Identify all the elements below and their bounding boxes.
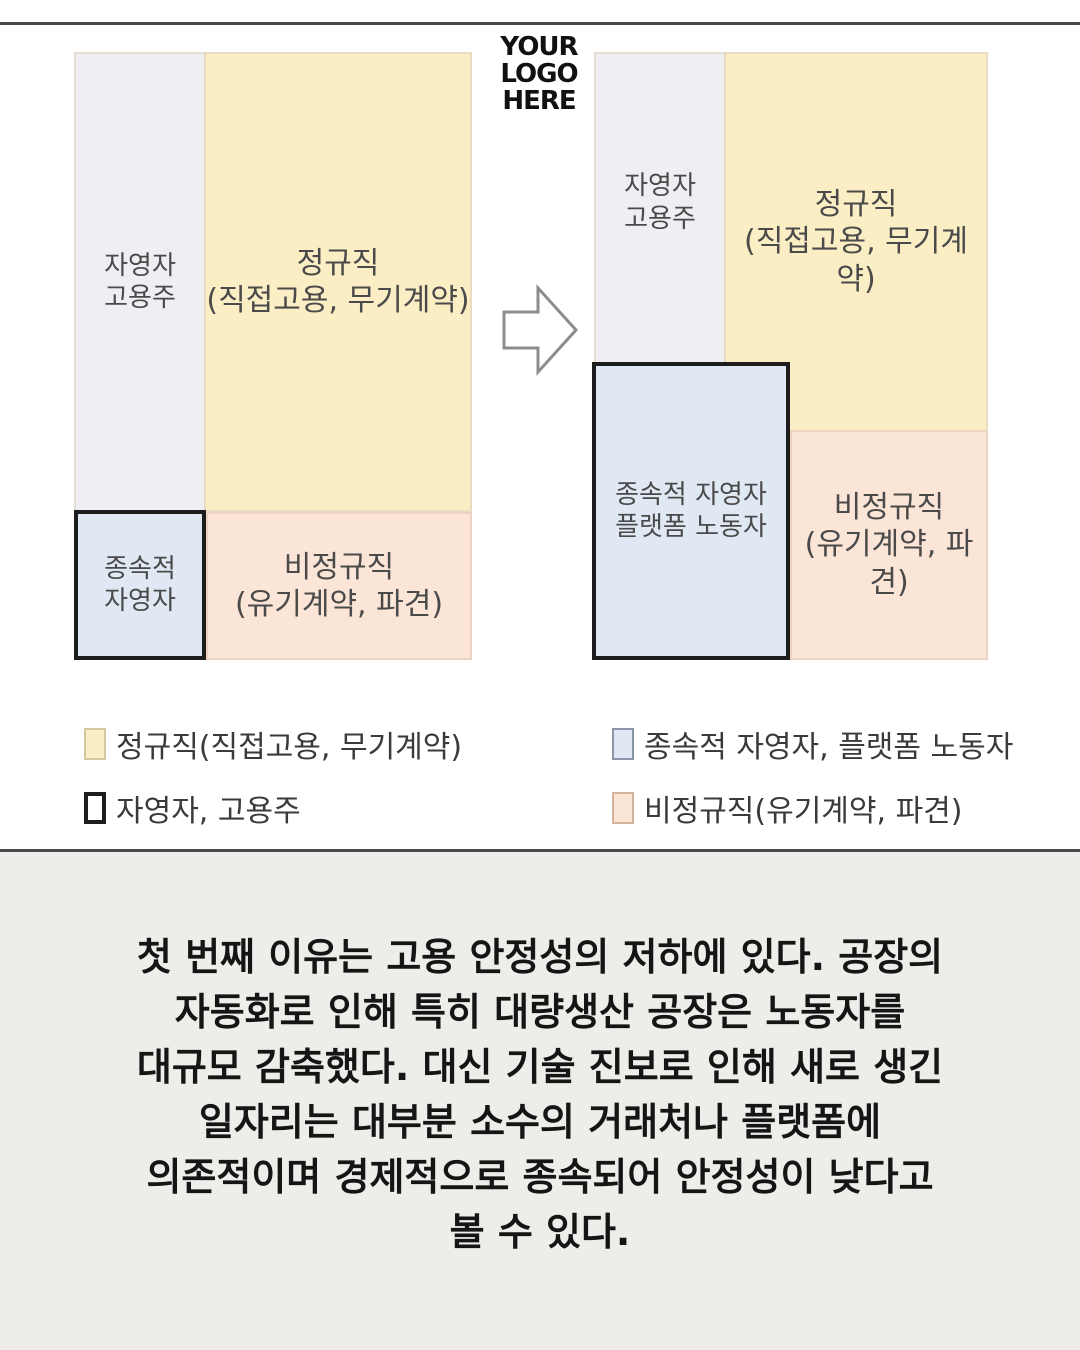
legend-nonregular-swatch bbox=[612, 792, 634, 824]
after-dependent-label-2: 플랫폼 노동자 bbox=[615, 512, 767, 542]
before-self-employed-box: 자영자 고용주 bbox=[74, 52, 206, 512]
after-self-employed-label-2: 고용주 bbox=[624, 203, 696, 234]
legend-self-employed: 자영자, 고용주 bbox=[84, 786, 301, 830]
top-rule bbox=[0, 22, 1080, 25]
legend-self-employed-swatch bbox=[84, 792, 106, 824]
before-dependent-label-2: 자영자 bbox=[104, 586, 176, 616]
after-self-employed-label-1: 자영자 bbox=[624, 171, 696, 201]
before-regular-label-2: (직접고용, 무기계약) bbox=[206, 283, 470, 318]
before-dependent-label-1: 종속적 bbox=[104, 553, 176, 584]
logo-line-1: YOUR bbox=[500, 32, 578, 62]
after-dependent-box: 종속적 자영자 플랫폼 노동자 bbox=[592, 362, 790, 660]
legend-dependent: 종속적 자영자, 플랫폼 노동자 bbox=[612, 722, 1013, 766]
after-regular-label-1: 정규직 bbox=[814, 186, 898, 222]
after-nonregular-label-1: 비정규직 bbox=[833, 489, 945, 525]
after-nonregular-label-2: (유기계약, 파견) bbox=[804, 527, 974, 600]
logo: YOUR LOGO HERE bbox=[484, 34, 594, 115]
before-self-employed-label-1: 자영자 bbox=[104, 250, 176, 281]
bottom-rule bbox=[0, 849, 1080, 852]
before-nonregular-label-2: (유기계약, 파견) bbox=[234, 587, 444, 622]
legend-regular-swatch bbox=[84, 728, 106, 760]
legend-regular: 정규직(직접고용, 무기계약) bbox=[84, 722, 462, 766]
after-dependent-label-1: 종속적 자영자 bbox=[615, 479, 767, 510]
right-arrow-icon bbox=[502, 284, 579, 376]
logo-line-3: HERE bbox=[502, 86, 576, 116]
after-regular-label-2: (직접고용, 무기계약) bbox=[744, 224, 968, 297]
caption-text: 첫 번째 이유는 고용 안정성의 저하에 있다. 공장의 자동화로 인해 특히 … bbox=[136, 935, 944, 1254]
legend-dependent-label: 종속적 자영자, 플랫폼 노동자 bbox=[644, 730, 1014, 765]
before-regular-label-1: 정규직 bbox=[296, 245, 380, 281]
logo-line-2: LOGO bbox=[500, 59, 578, 89]
after-nonregular-box: 비정규직 (유기계약, 파견) bbox=[790, 430, 988, 660]
before-nonregular-label-1: 비정규직 bbox=[283, 549, 395, 585]
legend-nonregular-label: 비정규직(유기계약, 파견) bbox=[644, 794, 963, 829]
legend-regular-label: 정규직(직접고용, 무기계약) bbox=[116, 730, 463, 765]
diagram-panel: 자영자 고용주 정규직 (직접고용, 무기계약) 종속적 자영자 비정규직 (유… bbox=[0, 0, 1080, 852]
legend-dependent-swatch bbox=[612, 728, 634, 760]
legend-self-employed-label: 자영자, 고용주 bbox=[116, 794, 301, 829]
before-nonregular-box: 비정규직 (유기계약, 파견) bbox=[206, 512, 472, 660]
before-self-employed-label-2: 고용주 bbox=[104, 283, 176, 313]
legend-nonregular: 비정규직(유기계약, 파견) bbox=[612, 786, 962, 830]
after-self-employed-box: 자영자 고용주 bbox=[594, 52, 726, 364]
before-regular-box: 정규직 (직접고용, 무기계약) bbox=[204, 52, 472, 512]
before-dependent-box: 종속적 자영자 bbox=[74, 510, 206, 660]
